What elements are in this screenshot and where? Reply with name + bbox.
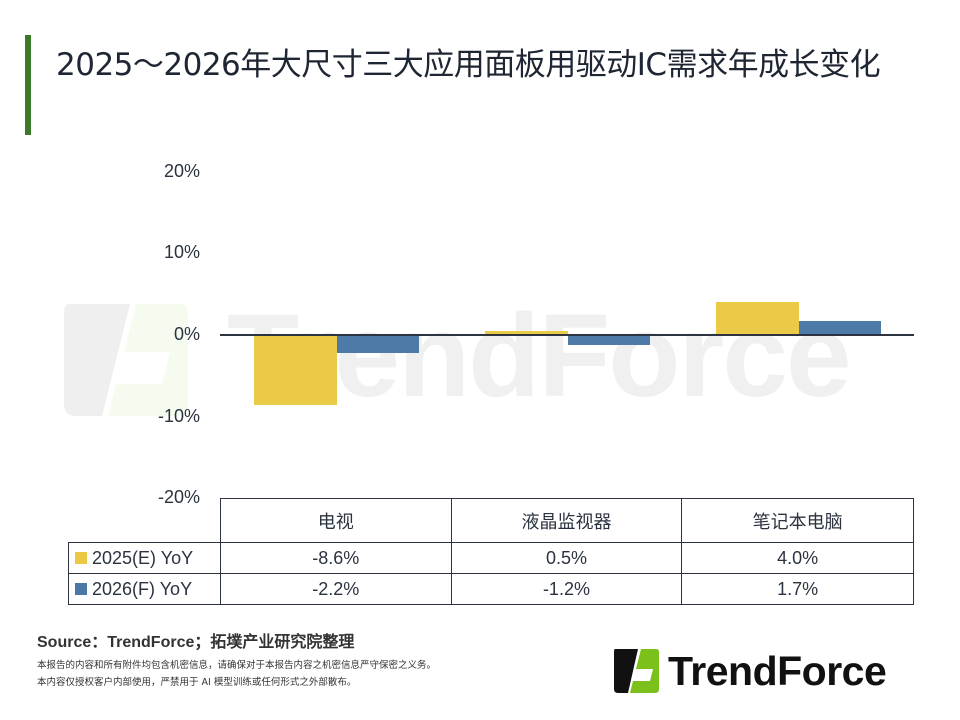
category-monitor: 液晶监视器 [450, 498, 683, 543]
cell-2025-monitor: 0.5% [450, 542, 683, 574]
zero-axis-line [220, 334, 914, 336]
cell-2025-tv: -8.6% [219, 542, 452, 574]
bar-1-0 [336, 335, 419, 353]
logo-text: TrendForce [668, 647, 887, 694]
bar-1-2 [798, 321, 881, 335]
title-accent-bar [25, 35, 31, 135]
bar-1-1 [567, 335, 650, 345]
legend-2026: 2026(F) YoY [68, 573, 221, 605]
y-tick-20: 20% [163, 161, 200, 181]
cell-2025-notebook: 4.0% [681, 542, 914, 574]
trendforce-logo: TrendForce [612, 647, 887, 695]
category-notebook: 笔记本电脑 [681, 498, 914, 543]
category-tv: 电视 [219, 498, 452, 543]
cell-2026-tv: -2.2% [219, 573, 452, 605]
legend-swatch-2025-icon [75, 551, 87, 564]
bar-0-2 [716, 302, 799, 335]
page-title: 2025～2026年大尺寸三大应用面板用驱动IC需求年成长变化 [56, 47, 881, 83]
cell-2026-monitor: -1.2% [450, 573, 683, 605]
legend-swatch-2026-icon [75, 582, 87, 595]
data-table: 电视 液晶监视器 笔记本电脑 2025(E) YoY -8.6% 0.5% 4.… [68, 498, 914, 605]
table-header-row: 电视 液晶监视器 笔记本电脑 [68, 498, 914, 543]
y-tick-neg10: -10% [157, 406, 200, 426]
trendforce-logo-icon [614, 649, 659, 693]
y-tick-0: 0% [173, 324, 200, 344]
disclaimer-line-1: 本报告的内容和所有附件均包含机密信息，请确保对于本报告内容之机密信息严守保密之义… [37, 660, 437, 671]
source-note: Source：TrendForce；拓墣产业研究院整理 [37, 634, 355, 651]
table-corner [68, 498, 221, 543]
table-row-2025: 2025(E) YoY -8.6% 0.5% 4.0% [68, 542, 914, 574]
y-tick-10: 10% [163, 242, 200, 262]
disclaimer-line-2: 本内容仅授权客户内部使用，严禁用于 AI 模型训练或任何形式之外部散布。 [37, 677, 357, 688]
legend-2025: 2025(E) YoY [68, 542, 221, 574]
watermark-logo-icon [64, 304, 188, 416]
table-row-2026: 2026(F) YoY -2.2% -1.2% 1.7% [68, 573, 914, 605]
cell-2026-notebook: 1.7% [681, 573, 914, 605]
bar-0-1 [485, 330, 568, 335]
bar-0-0 [254, 335, 337, 406]
